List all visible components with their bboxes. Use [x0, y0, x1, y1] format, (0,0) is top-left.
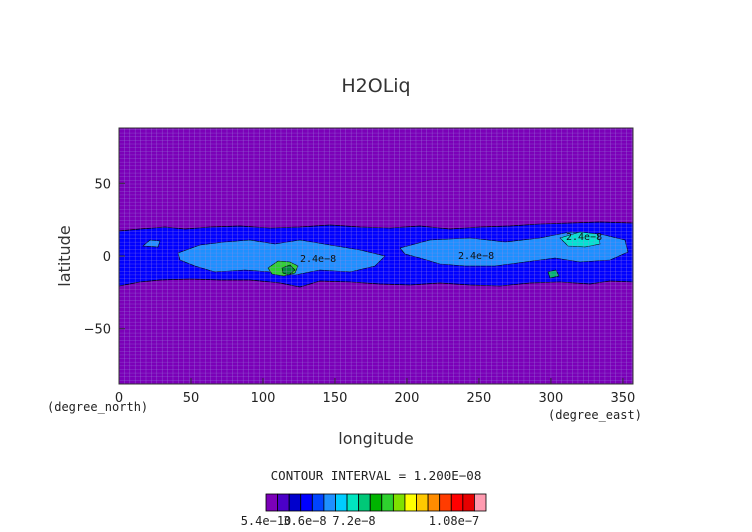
colorbar-label: 3.6e−8 — [283, 514, 326, 528]
chart-title: H2OLiq — [341, 75, 410, 97]
colorbar-swatch — [381, 493, 394, 512]
x-tick-label: 200 — [395, 391, 420, 406]
x-tick-label: 300 — [539, 391, 564, 406]
colorbar-swatch — [323, 493, 336, 512]
colorbar-swatch — [450, 493, 464, 512]
colorbar-swatch — [474, 493, 487, 512]
colorbar-label: 7.2e−8 — [332, 514, 375, 528]
x-tick-label: 50 — [183, 391, 200, 406]
contour-label-2: 2.4e−8 — [458, 251, 494, 262]
y-tick-label: −50 — [84, 323, 111, 338]
colorbar-swatch — [311, 493, 325, 512]
colorbar-swatch — [404, 493, 417, 512]
colorbar — [265, 493, 487, 512]
colorbar-swatch — [439, 493, 452, 512]
colorbar-swatch — [300, 493, 313, 512]
colorbar-swatch — [358, 493, 371, 512]
x-axis-label: longitude — [338, 429, 413, 448]
y-axis: 50 0 −50 — [84, 177, 125, 338]
colorbar-swatch — [462, 493, 475, 512]
colorbar-swatch — [277, 493, 290, 512]
y-tick-label: 50 — [94, 177, 111, 192]
colorbar-swatch — [265, 493, 278, 512]
cyan-patch — [559, 231, 601, 248]
colorbar-swatch — [416, 493, 429, 512]
x-tick-label: 100 — [251, 391, 276, 406]
contour-label-1: 2.4e−8 — [300, 254, 336, 265]
x-axis: 0 50 100 150 200 250 300 350 — [115, 378, 635, 406]
contour-interval-text: CONTOUR INTERVAL = 1.200E−08 — [271, 468, 482, 483]
colorbar-swatch — [427, 493, 441, 512]
colorbar-label: 5.4e−10 — [241, 514, 292, 528]
colorbar-swatch — [335, 493, 348, 512]
x-tick-label: 350 — [611, 391, 636, 406]
colorbar-swatch — [288, 493, 302, 512]
contour-label-3: 2.4e−8 — [566, 232, 602, 243]
colorbar-label: 1.08e−7 — [429, 514, 480, 528]
plot-area — [119, 128, 633, 384]
y-tick-label: 0 — [103, 250, 111, 265]
x-tick-label: 250 — [467, 391, 492, 406]
x-tick-label: 0 — [115, 391, 123, 406]
colorbar-swatch — [392, 493, 406, 512]
grid-lines — [119, 128, 633, 384]
x-tick-label: 150 — [323, 391, 348, 406]
colorbar-labels: 5.4e−103.6e−8 7.2e−8 1.08e−7 — [241, 514, 480, 528]
x-units-label: (degree_east) — [548, 408, 642, 422]
y-units-label: (degree_north) — [47, 400, 148, 414]
inner-contour-1 — [177, 239, 386, 276]
y-axis-label: latitude — [55, 225, 74, 286]
colorbar-swatch — [346, 493, 360, 512]
colorbar-swatch — [369, 493, 383, 512]
